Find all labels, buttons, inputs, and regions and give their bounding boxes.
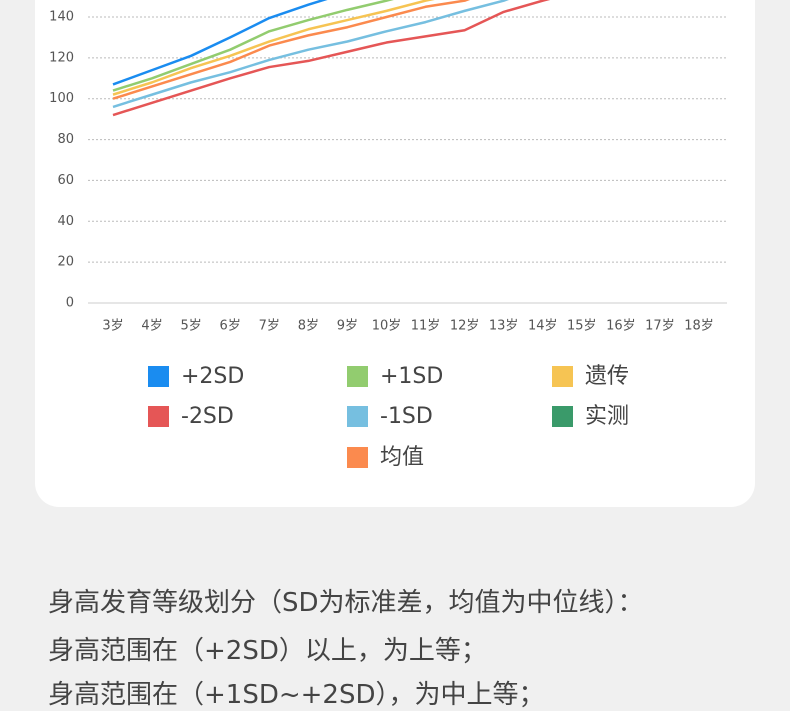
- text-line: 身高范围在（+2SD）以上，为上等；: [48, 636, 487, 666]
- series-line: [112, 0, 435, 96]
- series-line: [112, 0, 551, 117]
- x-tick-label: 18岁: [684, 319, 714, 334]
- y-tick-label: 0: [66, 296, 74, 311]
- x-tick-label: 7岁: [259, 319, 280, 334]
- x-tick-label: 9岁: [337, 319, 358, 334]
- legend-label: +1SD: [380, 364, 443, 389]
- y-tick-label: 140: [49, 10, 74, 25]
- x-tick-label: 12岁: [450, 319, 480, 334]
- y-tick-label: 100: [49, 91, 74, 106]
- y-tick-label: 60: [57, 173, 74, 188]
- y-tick-label: 120: [49, 50, 74, 65]
- legend-swatch: [552, 366, 573, 387]
- legend-label: -2SD: [181, 404, 234, 429]
- x-tick-label: 16岁: [606, 319, 636, 334]
- text-line: 身高范围在（+1SD~+2SD），为中上等；: [48, 680, 545, 710]
- series-line: [112, 0, 394, 92]
- legend-swatch: [347, 447, 368, 468]
- y-tick-label: 40: [57, 214, 74, 229]
- legend-label: +2SD: [181, 364, 244, 389]
- x-tick-label: 14岁: [528, 319, 558, 334]
- x-tick-label: 11岁: [411, 319, 441, 334]
- legend-label: 遗传: [585, 364, 629, 389]
- legend-swatch: [347, 366, 368, 387]
- legend-label: 均值: [380, 445, 424, 470]
- legend-swatch: [148, 406, 169, 427]
- legend-label: -1SD: [380, 404, 433, 429]
- series-line: [112, 0, 471, 100]
- x-tick-label: 13岁: [489, 319, 519, 334]
- x-tick-label: 6岁: [220, 319, 241, 334]
- text-line: 身高发育等级划分（SD为标准差，均值为中位线）：: [48, 588, 644, 618]
- x-tick-label: 4岁: [141, 319, 162, 334]
- x-tick-label: 5岁: [180, 319, 201, 334]
- series-line: [112, 0, 510, 109]
- legend-swatch: [552, 406, 573, 427]
- x-tick-label: 17岁: [645, 319, 675, 334]
- series-line: [112, 0, 328, 86]
- x-tick-label: 10岁: [372, 319, 402, 334]
- legend-label: 实测: [585, 404, 629, 429]
- y-tick-label: 20: [57, 255, 74, 270]
- x-tick-label: 8岁: [298, 319, 319, 334]
- legend-swatch: [148, 366, 169, 387]
- y-tick-label: 80: [57, 132, 74, 147]
- x-tick-label: 15岁: [567, 319, 597, 334]
- legend-swatch: [347, 406, 368, 427]
- chart: 0 20 40 60 80 100 120 140 3岁 4岁 5岁 6岁 7岁 8岁 9岁 10岁 11岁 12…: [49, 0, 727, 470]
- x-tick-label: 3岁: [102, 319, 123, 334]
